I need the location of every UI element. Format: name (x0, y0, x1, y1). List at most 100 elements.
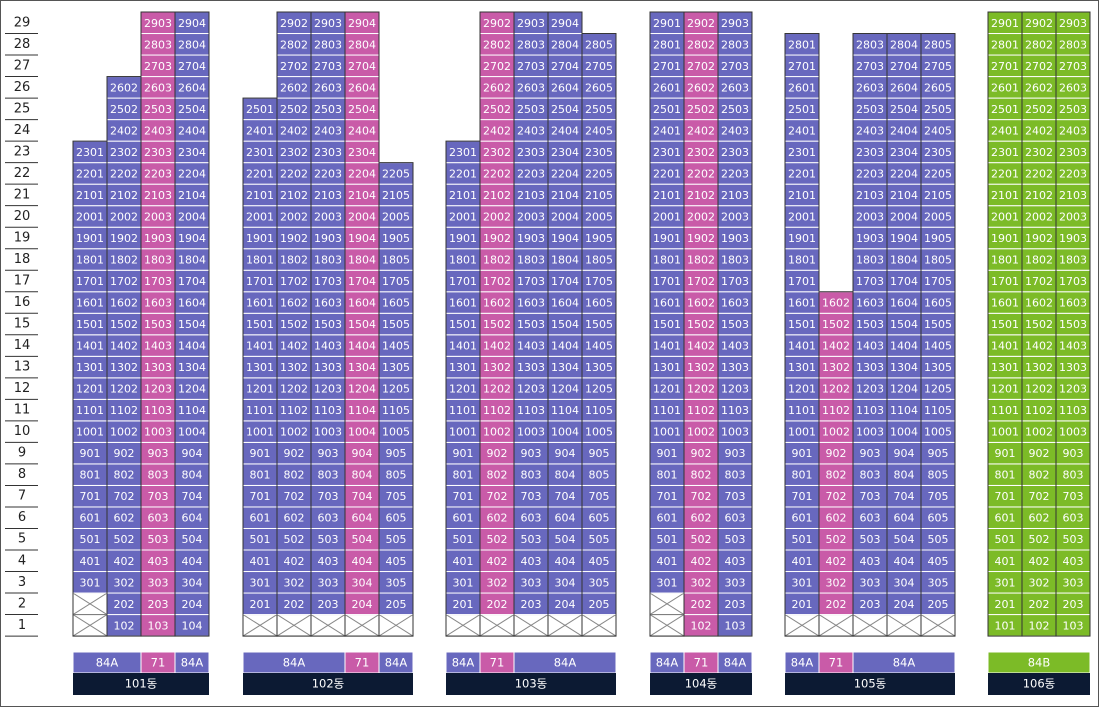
unit-number: 1103 (144, 404, 172, 417)
unit-number: 805 (928, 469, 949, 482)
unit-number: 1505 (924, 318, 952, 331)
unit-number: 1602 (822, 297, 850, 310)
unit-number: 902 (691, 447, 712, 460)
unit-number: 404 (352, 555, 373, 568)
unit-number: 1603 (517, 297, 545, 310)
unit-number: 601 (453, 512, 474, 525)
unit-number: 2302 (1025, 146, 1053, 159)
unit-number: 303 (860, 576, 881, 589)
unit-number: 1203 (1059, 383, 1087, 396)
unit-number: 1403 (721, 340, 749, 353)
floor-label: 4 (18, 553, 26, 568)
unit-number: 1802 (687, 253, 715, 266)
unit-number: 1402 (822, 340, 850, 353)
unit-number: 301 (792, 576, 813, 589)
unit-number: 1004 (178, 426, 206, 439)
unit-number: 1004 (890, 426, 918, 439)
unit-number: 2404 (178, 124, 206, 137)
unit-number: 1003 (314, 426, 342, 439)
unit-number: 804 (894, 469, 915, 482)
unit-number: 802 (487, 469, 508, 482)
unit-number: 2302 (483, 146, 511, 159)
unit-number: 2101 (991, 189, 1019, 202)
empty-cross (886, 614, 922, 637)
unit-number: 901 (995, 447, 1016, 460)
unit-number: 903 (860, 447, 881, 460)
unit-number: 1503 (721, 318, 749, 331)
unit-number: 601 (80, 512, 101, 525)
unit-number: 2005 (585, 210, 613, 223)
unit-number: 2805 (585, 38, 613, 51)
unit-number: 1602 (280, 297, 308, 310)
unit-number: 1201 (449, 383, 477, 396)
unit-number: 2301 (788, 146, 816, 159)
unit-number: 304 (555, 576, 576, 589)
floor-label: 15 (14, 317, 31, 332)
unit-number: 2303 (517, 146, 545, 159)
unit-number: 803 (148, 469, 169, 482)
unit-number: 1303 (517, 361, 545, 374)
unit-number: 302 (487, 576, 508, 589)
unit-number: 1703 (314, 275, 342, 288)
unit-number: 1303 (144, 361, 172, 374)
empty-cross (242, 614, 278, 637)
unit-number: 2801 (788, 38, 816, 51)
unit-number: 402 (284, 555, 305, 568)
unit-number: 1803 (314, 253, 342, 266)
empty-cross (649, 614, 685, 637)
unit-number: 804 (555, 469, 576, 482)
column-outline (581, 33, 617, 637)
unit-number: 2201 (449, 167, 477, 180)
unit-number: 401 (250, 555, 271, 568)
unit-number: 1604 (890, 297, 918, 310)
unit-number: 2102 (1025, 189, 1053, 202)
floor-label: 10 (14, 424, 31, 439)
unit-number: 1803 (856, 253, 884, 266)
empty-cross (920, 614, 956, 637)
unit-number: 2004 (551, 210, 579, 223)
unit-number: 602 (826, 512, 847, 525)
type-label: 84A (554, 656, 577, 670)
unit-number: 2504 (551, 103, 579, 116)
unit-number: 801 (80, 469, 101, 482)
unit-number: 802 (114, 469, 135, 482)
unit-number: 903 (148, 447, 169, 460)
unit-number: 1904 (551, 232, 579, 245)
unit-number: 1201 (653, 383, 681, 396)
unit-number: 1701 (76, 275, 104, 288)
unit-number: 1705 (585, 275, 613, 288)
unit-number: 505 (589, 533, 610, 546)
unit-number: 2403 (517, 124, 545, 137)
unit-number: 2201 (653, 167, 681, 180)
unit-number: 1703 (721, 275, 749, 288)
unit-number: 1301 (991, 361, 1019, 374)
unit-number: 2004 (178, 210, 206, 223)
unit-number: 1001 (991, 426, 1019, 439)
unit-number: 2501 (788, 103, 816, 116)
unit-number: 1003 (721, 426, 749, 439)
unit-number: 2903 (721, 17, 749, 30)
unit-number: 502 (691, 533, 712, 546)
unit-number: 2202 (110, 167, 138, 180)
unit-number: 402 (1029, 555, 1050, 568)
unit-number: 2402 (280, 124, 308, 137)
unit-number: 1703 (856, 275, 884, 288)
unit-number: 802 (284, 469, 305, 482)
unit-number: 801 (453, 469, 474, 482)
unit-number: 1504 (178, 318, 206, 331)
unit-number: 1605 (924, 297, 952, 310)
unit-number: 202 (1029, 598, 1050, 611)
unit-number: 1305 (924, 361, 952, 374)
unit-number: 301 (250, 576, 271, 589)
empty-cross (547, 614, 583, 637)
unit-number: 402 (487, 555, 508, 568)
unit-number: 701 (453, 490, 474, 503)
type-label: 84A (791, 656, 814, 670)
unit-number: 2704 (348, 60, 376, 73)
unit-number: 905 (386, 447, 407, 460)
unit-number: 2304 (348, 146, 376, 159)
unit-number: 2502 (1025, 103, 1053, 116)
unit-number: 501 (995, 533, 1016, 546)
unit-number: 504 (352, 533, 373, 546)
unit-number: 501 (792, 533, 813, 546)
